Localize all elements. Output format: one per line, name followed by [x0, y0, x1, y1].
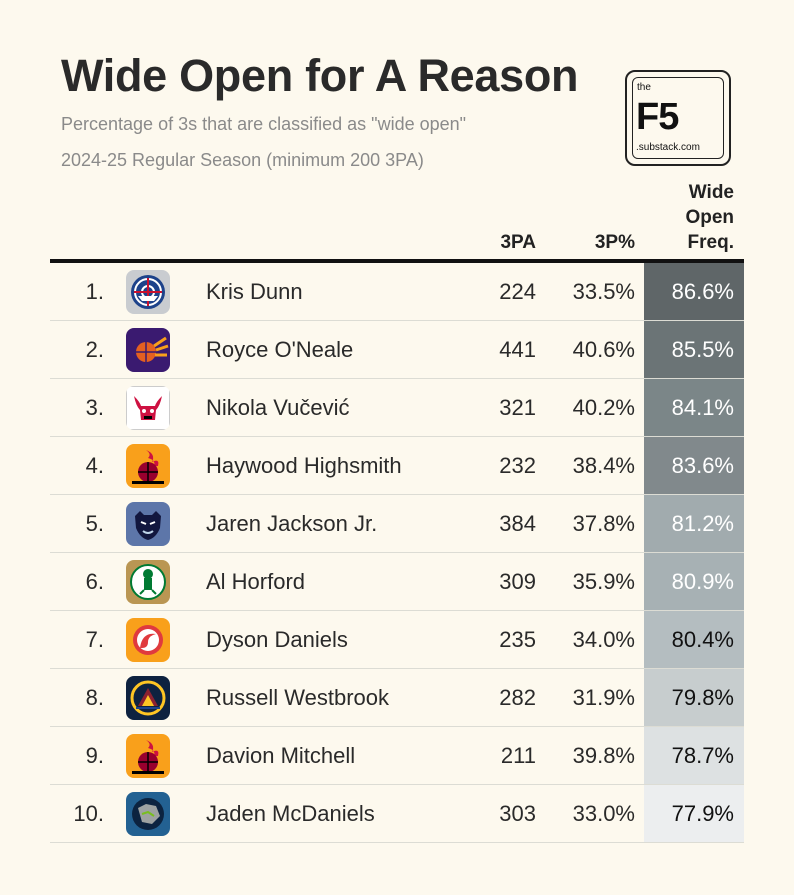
season-note: 2024-25 Regular Season (minimum 200 3PA) — [61, 150, 424, 170]
column-header-wide-open-freq: Wide Open Freq. — [650, 180, 734, 255]
table-row: 3. Nikola Vučević 321 40.2% 84.1% — [50, 379, 744, 437]
wide-open-cell: 77.9% — [644, 785, 744, 842]
three-pct-value: 40.2% — [572, 395, 635, 420]
logo-inner-frame — [632, 77, 724, 159]
hawks-logo-icon — [126, 618, 170, 662]
rank-number: 9. — [85, 743, 104, 768]
column-header-3p-pct: 3P% — [594, 232, 635, 253]
timberwolves-logo-icon — [126, 792, 170, 836]
player-name: Russell Westbrook — [206, 685, 389, 710]
three-pct-value: 37.8% — [572, 511, 635, 536]
table-row: 9. Davion Mitchell 211 39.8% 78.7% — [50, 727, 744, 785]
the-f5-logo: the F5 .substack.com — [625, 70, 731, 166]
three-pa-value: 303 — [499, 801, 536, 826]
table-row: 7. Dyson Daniels 235 34.0% 80.4% — [50, 611, 744, 669]
bulls-logo-icon — [126, 386, 170, 430]
column-header-3pa: 3PA — [500, 232, 536, 253]
logo-the-text: the — [637, 82, 651, 93]
table-row: 6. Al Horford 309 35.9% 80.9% — [50, 553, 744, 611]
player-name: Al Horford — [206, 569, 306, 594]
three-pct-value: 33.5% — [572, 279, 635, 304]
wide-open-value: 77.9% — [671, 801, 734, 826]
wide-open-value: 84.1% — [671, 395, 734, 420]
celtics-logo-icon — [126, 560, 170, 604]
wide-open-cell: 81.2% — [644, 495, 744, 552]
three-pa-value: 309 — [499, 569, 536, 594]
three-pct-value: 38.4% — [572, 453, 635, 478]
three-pct-value: 35.9% — [572, 569, 635, 594]
wide-open-cell: 83.6% — [644, 437, 744, 494]
player-name: Jaden McDaniels — [206, 801, 375, 826]
table-row: 8. Russell Westbrook 282 31.9% 79.8% — [50, 669, 744, 727]
table-row: 10. Jaden McDaniels 303 33.0% 77.9% — [50, 785, 744, 843]
three-pa-value: 211 — [500, 743, 536, 768]
three-pct-value: 33.0% — [572, 801, 635, 826]
nuggets-logo-icon — [126, 676, 170, 720]
page-title: Wide Open for A Reason — [61, 50, 579, 101]
column-header-wide-open-line2: Open — [685, 207, 734, 228]
player-name: Kris Dunn — [206, 279, 303, 304]
column-header-wide-open-line3: Freq. — [687, 232, 734, 253]
three-pa-value: 441 — [499, 337, 536, 362]
player-name: Jaren Jackson Jr. — [206, 511, 378, 536]
table-row: 2. Royce O'Neale 441 40.6% 85.5% — [50, 321, 744, 379]
logo-brand-text: F5 — [636, 96, 679, 138]
three-pa-value: 321 — [499, 395, 536, 420]
heat-logo-icon — [126, 444, 170, 488]
rank-number: 10. — [73, 801, 104, 826]
wide-open-cell: 84.1% — [644, 379, 744, 436]
three-pa-value: 282 — [499, 685, 536, 710]
wide-open-cell: 79.8% — [644, 669, 744, 726]
table-row: 5. Jaren Jackson Jr. 384 37.8% 81.2% — [50, 495, 744, 553]
three-pa-value: 384 — [499, 511, 536, 536]
wide-open-value: 81.2% — [671, 511, 734, 536]
grizzlies-logo-icon — [126, 502, 170, 546]
wide-open-value: 83.6% — [671, 453, 734, 478]
wide-open-cell: 80.4% — [644, 611, 744, 668]
three-pct-value: 40.6% — [572, 337, 635, 362]
wide-open-value: 85.5% — [671, 337, 734, 362]
three-pa-value: 232 — [499, 453, 536, 478]
player-name: Royce O'Neale — [206, 337, 354, 362]
three-pct-value: 34.0% — [572, 627, 635, 652]
three-pa-value: 224 — [499, 279, 536, 304]
player-name: Haywood Highsmith — [206, 453, 402, 478]
heat-logo-icon — [126, 734, 170, 778]
wide-open-cell: 80.9% — [644, 553, 744, 610]
three-pct-value: 31.9% — [572, 685, 635, 710]
rank-number: 8. — [85, 685, 104, 710]
column-header-wide-open-line1: Wide — [688, 182, 734, 203]
wide-open-value: 80.9% — [671, 569, 734, 594]
rank-number: 7. — [85, 627, 104, 652]
wide-open-cell: 78.7% — [644, 727, 744, 784]
wide-open-cell: 85.5% — [644, 321, 744, 378]
wide-open-value: 80.4% — [671, 627, 734, 652]
rank-number: 2. — [85, 337, 104, 362]
wide-open-cell: 86.6% — [644, 263, 744, 320]
wide-open-value: 86.6% — [671, 279, 734, 304]
three-pa-value: 235 — [499, 627, 536, 652]
three-pct-value: 39.8% — [572, 743, 635, 768]
player-name: Dyson Daniels — [206, 627, 348, 652]
player-name: Davion Mitchell — [206, 743, 356, 768]
subtitle: Percentage of 3s that are classified as … — [61, 114, 467, 134]
suns-logo-icon — [126, 328, 170, 372]
wide-open-value: 79.8% — [671, 685, 734, 710]
wide-open-value: 78.7% — [671, 743, 734, 768]
rank-number: 4. — [85, 453, 104, 478]
rank-number: 6. — [85, 569, 104, 594]
rank-number: 1. — [85, 279, 104, 304]
table-header-rule — [50, 259, 744, 263]
logo-domain-text: .substack.com — [636, 142, 700, 153]
rank-number: 3. — [85, 395, 104, 420]
table-row: 4. Haywood Highsmith 232 38.4% 83.6% — [50, 437, 744, 495]
clippers-logo-icon — [126, 270, 170, 314]
player-name: Nikola Vučević — [206, 395, 350, 420]
rank-number: 5. — [85, 511, 104, 536]
table-row: 1. Kris Dunn 224 33.5% 86.6% — [50, 263, 744, 321]
